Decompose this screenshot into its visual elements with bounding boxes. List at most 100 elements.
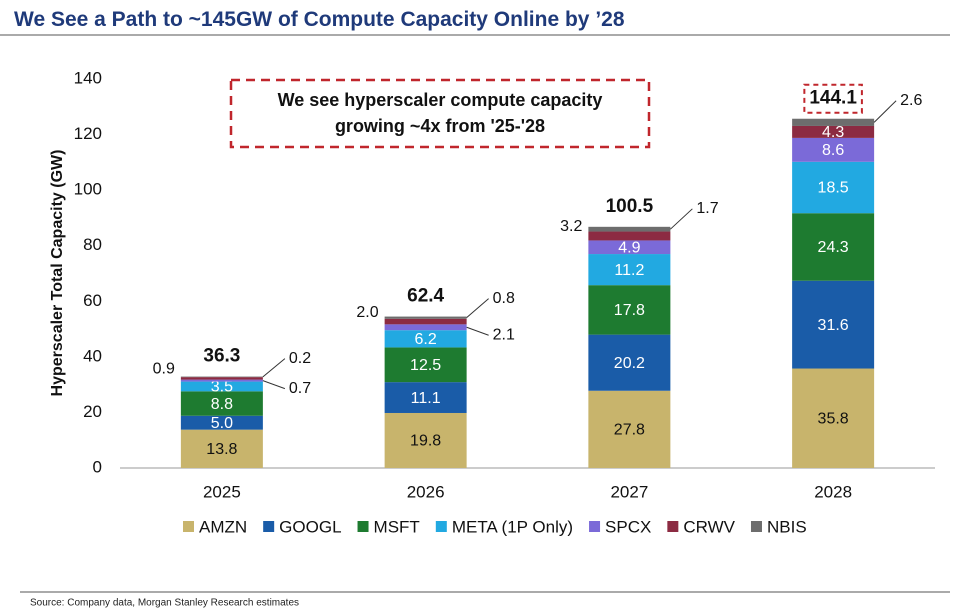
- value-label: 24.3: [818, 239, 849, 256]
- chart-title: We See a Path to ~145GW of Compute Capac…: [14, 8, 625, 31]
- y-tick-label: 140: [74, 68, 102, 87]
- x-tick-label: 2027: [610, 482, 648, 501]
- value-label: 1.7: [696, 200, 718, 217]
- value-label: 4.9: [618, 239, 640, 256]
- bar-segment: [792, 213, 875, 281]
- value-label: 18.5: [818, 180, 849, 197]
- legend-label: SPCX: [605, 517, 651, 536]
- bar-segment: [180, 415, 263, 430]
- bar-segment: [384, 412, 467, 468]
- x-tick-label: 2028: [814, 482, 852, 501]
- y-tick-label: 100: [74, 180, 102, 199]
- value-label: 35.8: [818, 410, 849, 427]
- annotation-box: [229, 78, 651, 149]
- annotation-line: We see hyperscaler compute capacity: [278, 90, 603, 110]
- bar-segment: [792, 125, 875, 138]
- bar-segment: [588, 240, 671, 255]
- value-label: 8.6: [822, 142, 844, 159]
- total-box: [803, 83, 863, 114]
- total-label: 62.4: [407, 286, 444, 307]
- value-label: 2.6: [900, 92, 922, 109]
- legend-label: META (1P Only): [452, 517, 573, 536]
- value-label: 0.7: [289, 380, 311, 397]
- leader-line: [466, 298, 489, 319]
- value-label: 0.8: [493, 290, 515, 307]
- bar-segment: [792, 368, 875, 468]
- leader-line: [466, 326, 489, 336]
- bar-segment: [588, 334, 671, 391]
- y-tick-label: 80: [83, 235, 102, 254]
- legend-swatch: [750, 521, 762, 532]
- bar-segment: [180, 381, 263, 392]
- bar-segment: [180, 391, 263, 416]
- value-label: 20.2: [614, 355, 645, 372]
- value-label: 13.8: [206, 441, 237, 458]
- bar-segment: [792, 161, 875, 214]
- total-label: 100.5: [606, 196, 654, 217]
- bar-segment: [792, 118, 875, 126]
- legend-label: CRWV: [683, 517, 735, 536]
- value-label: 12.5: [410, 357, 441, 374]
- bar-segment: [180, 429, 263, 468]
- y-tick-label: 120: [74, 124, 102, 143]
- bar-segment: [384, 316, 467, 319]
- value-label: 11.2: [614, 262, 644, 279]
- bar-segment: [588, 231, 671, 241]
- leader-line: [262, 380, 286, 390]
- legend-swatch: [183, 521, 194, 532]
- y-tick-label: 0: [93, 457, 102, 476]
- value-label: 4.3: [822, 124, 844, 141]
- annotation-line: growing ~4x from '25-'28: [335, 116, 545, 136]
- bar-segment: [180, 379, 263, 382]
- bar-segment: [180, 377, 263, 380]
- x-tick-label: 2026: [407, 482, 445, 501]
- bar-segment: [384, 324, 467, 331]
- total-label: 144.1: [809, 88, 857, 109]
- bar-segment: [384, 347, 467, 383]
- y-tick-label: 60: [83, 291, 102, 310]
- legend-swatch: [667, 521, 679, 532]
- leader-line: [670, 208, 693, 230]
- bar-segment: [588, 254, 671, 286]
- bar-segment: [384, 330, 467, 348]
- legend-swatch: [357, 521, 369, 532]
- bar-segment: [384, 382, 467, 413]
- legend-label: GOOGL: [279, 517, 341, 536]
- value-label: 0.9: [153, 361, 175, 378]
- bar-segment: [180, 376, 263, 378]
- value-label: 19.8: [410, 433, 441, 450]
- legend-swatch: [589, 521, 601, 532]
- y-tick-label: 40: [83, 346, 102, 365]
- x-tick-label: 2025: [203, 482, 241, 501]
- bar-segment: [792, 280, 875, 369]
- value-label: 31.6: [818, 317, 849, 334]
- leader-line: [873, 100, 897, 123]
- value-label: 17.8: [614, 302, 645, 319]
- bar-segment: [588, 390, 671, 468]
- total-label: 36.3: [203, 346, 240, 367]
- legend-label: AMZN: [199, 517, 247, 536]
- bar-segment: [588, 285, 671, 335]
- legend-swatch: [435, 521, 447, 532]
- bar-segment: [384, 318, 467, 325]
- value-label: 3.5: [211, 379, 233, 396]
- value-label: 0.2: [289, 350, 311, 367]
- source: Source: Company data, Morgan Stanley Res…: [30, 598, 299, 609]
- value-label: 8.8: [211, 396, 233, 413]
- leader-line: [262, 358, 286, 378]
- bar-segment: [588, 226, 671, 232]
- legend-label: MSFT: [374, 517, 420, 536]
- legend-label: NBIS: [767, 517, 807, 536]
- value-label: 5.0: [211, 415, 233, 432]
- value-label: 2.0: [356, 304, 378, 321]
- bar-segment: [792, 137, 875, 162]
- value-label: 3.2: [560, 218, 582, 235]
- y-axis-label: Hyperscaler Total Capacity (GW): [49, 150, 66, 397]
- y-tick-label: 20: [83, 402, 102, 421]
- value-label: 11.1: [411, 390, 441, 407]
- value-label: 27.8: [614, 422, 645, 439]
- legend-swatch: [263, 521, 275, 532]
- value-label: 2.1: [493, 326, 515, 343]
- value-label: 6.2: [415, 331, 437, 348]
